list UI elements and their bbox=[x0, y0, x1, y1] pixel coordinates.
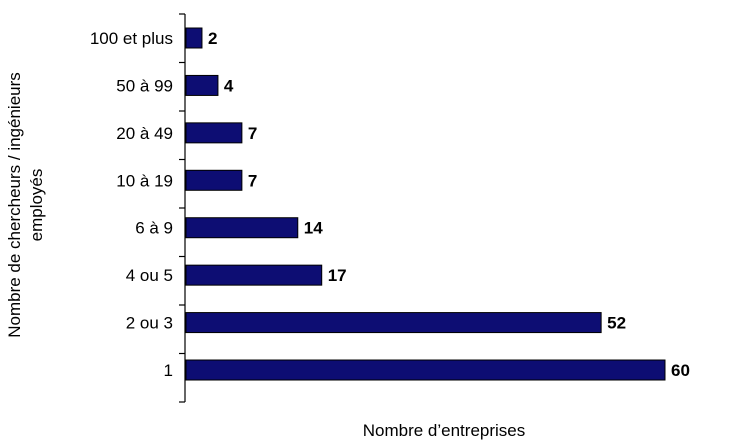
data-label: 14 bbox=[304, 219, 323, 238]
data-label: 2 bbox=[208, 29, 217, 48]
x-axis-title: Nombre d’entreprises bbox=[363, 421, 526, 440]
category-label: 50 à 99 bbox=[116, 76, 173, 95]
y-axis-title: Nombre de chercheurs / ingénieurs employ… bbox=[5, 72, 46, 338]
bar bbox=[185, 264, 323, 286]
bar bbox=[185, 217, 299, 239]
bar bbox=[185, 74, 219, 96]
bars-group: 100 et plus 2 50 à 99 4 20 à 49 7 10 à 19 7 6 à … bbox=[90, 27, 690, 381]
category-label: 20 à 49 bbox=[116, 124, 173, 143]
category-label: 1 bbox=[164, 361, 173, 380]
data-label: 17 bbox=[328, 266, 347, 285]
category-label: 100 et plus bbox=[90, 29, 173, 48]
data-label: 4 bbox=[224, 76, 234, 95]
data-label: 7 bbox=[248, 171, 257, 190]
bar bbox=[185, 27, 203, 49]
bar bbox=[185, 169, 243, 191]
bar bbox=[185, 312, 602, 334]
y-axis-title-line-2: employés bbox=[27, 169, 46, 242]
data-label: 52 bbox=[607, 314, 626, 333]
category-label: 6 à 9 bbox=[135, 219, 173, 238]
y-axis bbox=[179, 13, 186, 403]
data-label: 7 bbox=[248, 124, 257, 143]
category-label: 4 ou 5 bbox=[126, 266, 173, 285]
category-label: 10 à 19 bbox=[116, 171, 173, 190]
y-axis-title-line-1: Nombre de chercheurs / ingénieurs bbox=[5, 72, 24, 338]
category-label: 2 ou 3 bbox=[126, 314, 173, 333]
bar bbox=[185, 359, 666, 381]
data-label: 60 bbox=[671, 361, 690, 380]
bar bbox=[185, 122, 243, 144]
